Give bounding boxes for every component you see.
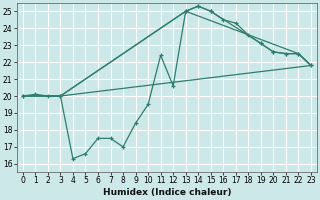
X-axis label: Humidex (Indice chaleur): Humidex (Indice chaleur) [103, 188, 231, 197]
